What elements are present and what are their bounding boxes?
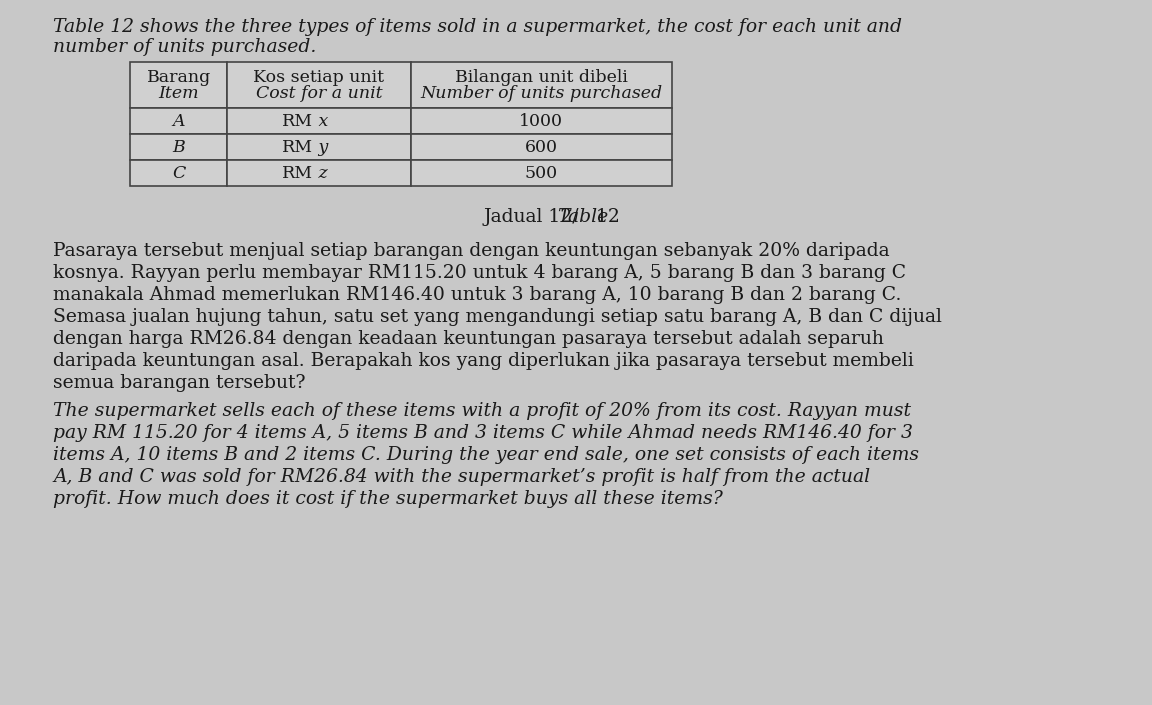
Text: 600: 600 <box>524 138 558 156</box>
Text: number of units purchased.: number of units purchased. <box>53 38 317 56</box>
Text: Number of units purchased: Number of units purchased <box>420 85 662 102</box>
Bar <box>130 134 227 160</box>
Text: Pasaraya tersebut menjual setiap barangan dengan keuntungan sebanyak 20% daripad: Pasaraya tersebut menjual setiap baranga… <box>53 242 889 260</box>
Text: The supermarket sells each of these items with a profit of 20% from its cost. Ra: The supermarket sells each of these item… <box>53 402 911 420</box>
Bar <box>227 160 411 186</box>
Text: Barang: Barang <box>146 70 211 87</box>
Text: Kos setiap unit: Kos setiap unit <box>253 70 385 87</box>
Text: x: x <box>313 113 328 130</box>
Bar <box>227 62 411 108</box>
Text: profit. How much does it cost if the supermarket buys all these items?: profit. How much does it cost if the sup… <box>53 490 723 508</box>
Bar <box>130 62 227 108</box>
Text: A, B and C was sold for RM26.84 with the supermarket’s profit is half from the a: A, B and C was sold for RM26.84 with the… <box>53 468 870 486</box>
Text: y: y <box>313 138 328 156</box>
Text: semua barangan tersebut?: semua barangan tersebut? <box>53 374 305 392</box>
Text: A: A <box>173 113 185 130</box>
Text: Jadual 12/: Jadual 12/ <box>483 208 585 226</box>
Text: 1000: 1000 <box>520 113 563 130</box>
Text: RM: RM <box>282 113 313 130</box>
Bar <box>130 160 227 186</box>
Text: pay RM 115.20 for 4 items A, 5 items B and 3 items C while Ahmad needs RM146.40 : pay RM 115.20 for 4 items A, 5 items B a… <box>53 424 914 442</box>
Text: RM: RM <box>282 138 313 156</box>
Text: Table: Table <box>556 208 608 226</box>
Text: 12: 12 <box>590 208 620 226</box>
Text: Cost for a unit: Cost for a unit <box>256 85 382 102</box>
Text: Item: Item <box>159 85 199 102</box>
Text: C: C <box>172 164 185 181</box>
Text: Table 12 shows the three types of items sold in a supermarket, the cost for each: Table 12 shows the three types of items … <box>53 18 902 36</box>
Text: Bilangan unit dibeli: Bilangan unit dibeli <box>455 70 628 87</box>
Text: z: z <box>313 164 327 181</box>
Bar <box>411 134 672 160</box>
Text: kosnya. Rayyan perlu membayar RM115.20 untuk 4 barang A, 5 barang B dan 3 barang: kosnya. Rayyan perlu membayar RM115.20 u… <box>53 264 907 282</box>
Text: RM: RM <box>282 164 313 181</box>
Bar <box>411 62 672 108</box>
Bar <box>227 108 411 134</box>
Text: daripada keuntungan asal. Berapakah kos yang diperlukan jika pasaraya tersebut m: daripada keuntungan asal. Berapakah kos … <box>53 352 914 370</box>
Text: Semasa jualan hujung tahun, satu set yang mengandungi setiap satu barang A, B da: Semasa jualan hujung tahun, satu set yan… <box>53 308 942 326</box>
Bar <box>411 160 672 186</box>
Text: B: B <box>173 138 185 156</box>
Text: items A, 10 items B and 2 items C. During the year end sale, one set consists of: items A, 10 items B and 2 items C. Durin… <box>53 446 919 464</box>
Bar <box>130 108 227 134</box>
Text: manakala Ahmad memerlukan RM146.40 untuk 3 barang A, 10 barang B dan 2 barang C.: manakala Ahmad memerlukan RM146.40 untuk… <box>53 286 902 304</box>
Bar <box>227 134 411 160</box>
Text: 500: 500 <box>524 164 558 181</box>
Bar <box>411 108 672 134</box>
Text: dengan harga RM26.84 dengan keadaan keuntungan pasaraya tersebut adalah separuh: dengan harga RM26.84 dengan keadaan keun… <box>53 330 884 348</box>
